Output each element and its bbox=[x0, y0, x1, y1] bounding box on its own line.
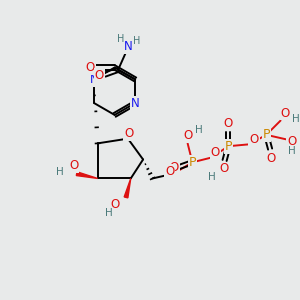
Text: P: P bbox=[189, 156, 196, 169]
Text: O: O bbox=[85, 61, 94, 74]
Text: O: O bbox=[69, 159, 79, 172]
Text: P: P bbox=[225, 140, 232, 153]
Text: H: H bbox=[134, 37, 141, 46]
Text: O: O bbox=[110, 199, 119, 212]
Text: O: O bbox=[280, 106, 290, 119]
Text: N: N bbox=[124, 40, 133, 53]
Text: O: O bbox=[266, 152, 276, 165]
Text: H: H bbox=[195, 125, 203, 135]
Text: O: O bbox=[211, 146, 220, 159]
Text: O: O bbox=[287, 135, 296, 148]
Text: H: H bbox=[105, 208, 113, 218]
Text: H: H bbox=[208, 172, 216, 182]
Text: O: O bbox=[224, 117, 233, 130]
Text: O: O bbox=[183, 129, 192, 142]
Polygon shape bbox=[76, 172, 98, 178]
Text: H: H bbox=[288, 146, 296, 156]
Text: N: N bbox=[90, 73, 98, 86]
Text: O: O bbox=[165, 165, 174, 178]
Text: O: O bbox=[94, 69, 104, 82]
Text: H: H bbox=[117, 34, 124, 44]
Text: H: H bbox=[56, 167, 64, 177]
Text: O: O bbox=[170, 160, 179, 174]
Polygon shape bbox=[124, 178, 131, 198]
Text: O: O bbox=[219, 163, 228, 176]
Text: O: O bbox=[124, 128, 134, 140]
Text: P: P bbox=[262, 128, 270, 141]
Text: N: N bbox=[131, 97, 140, 110]
Text: H: H bbox=[292, 114, 300, 124]
Text: O: O bbox=[249, 133, 259, 146]
